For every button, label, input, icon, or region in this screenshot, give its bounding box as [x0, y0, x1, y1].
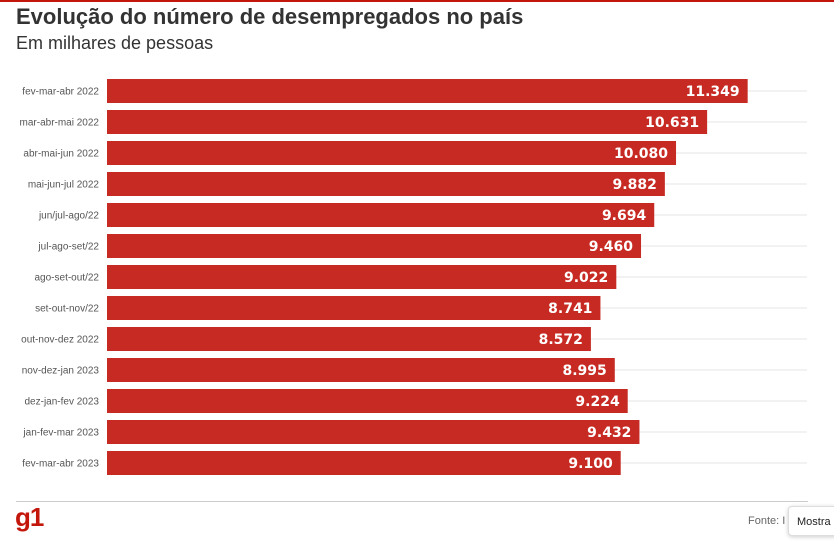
category-label: nov-dez-jan 2023 [22, 366, 100, 377]
show-button[interactable]: Mostra [788, 506, 834, 536]
value-label: 9.224 [575, 394, 620, 410]
chart-title: Evolução do número de desempregados no p… [16, 4, 524, 29]
bar[interactable] [107, 172, 665, 196]
bar[interactable] [107, 420, 640, 444]
chart-subtitle: Em milhares de pessoas [16, 33, 214, 53]
g1-logo: g1 [15, 502, 44, 532]
category-label: abr-mai-jun 2022 [23, 149, 99, 160]
category-label: set-out-nov/22 [35, 304, 99, 315]
bar[interactable] [107, 389, 628, 413]
value-label: 8.741 [548, 301, 592, 317]
category-label: jan-fev-mar 2023 [22, 428, 99, 439]
value-labels: 11.349 10.631 10.080 9.882 9.694 9.460 9.022 8.… [539, 84, 740, 472]
category-label: mar-abr-mai 2022 [20, 118, 100, 129]
bar[interactable] [107, 358, 615, 382]
value-label: 9.100 [568, 456, 613, 472]
bar[interactable] [107, 141, 677, 165]
footer-divider [16, 501, 808, 502]
bar-chart: fev-mar-abr 2022 mar-abr-mai 2022 abr-mai-… [20, 79, 807, 475]
top-accent-rule [0, 0, 834, 2]
category-label: ago-set-out/22 [35, 273, 100, 284]
bar[interactable] [107, 203, 655, 227]
bar[interactable] [107, 296, 601, 320]
value-label: 9.460 [589, 239, 634, 255]
source-note: Fonte: I [748, 515, 786, 527]
bar[interactable] [107, 234, 642, 258]
value-label: 9.432 [587, 425, 631, 441]
value-label: 9.882 [613, 177, 657, 193]
value-label: 8.572 [539, 332, 583, 348]
bar[interactable] [107, 451, 621, 475]
category-label: mai-jun-jul 2022 [28, 180, 100, 191]
bar[interactable] [107, 79, 748, 103]
bar[interactable] [107, 327, 591, 351]
value-label: 10.080 [614, 146, 668, 162]
bar[interactable] [107, 265, 617, 289]
bars [107, 79, 748, 475]
value-label: 10.631 [645, 115, 699, 131]
category-labels: fev-mar-abr 2022 mar-abr-mai 2022 abr-mai-… [20, 87, 100, 470]
value-label: 8.995 [562, 363, 606, 379]
category-label: fev-mar-abr 2023 [22, 459, 99, 470]
category-label: jul-ago-set/22 [37, 242, 99, 253]
category-label: dez-jan-fev 2023 [25, 397, 100, 408]
category-label: fev-mar-abr 2022 [22, 87, 99, 98]
value-label: 9.694 [602, 208, 647, 224]
category-label: out-nov-dez 2022 [21, 335, 99, 346]
value-label: 11.349 [686, 84, 740, 100]
bar[interactable] [107, 110, 708, 134]
value-label: 9.022 [564, 270, 608, 286]
category-label: jun/jul-ago/22 [38, 211, 99, 222]
